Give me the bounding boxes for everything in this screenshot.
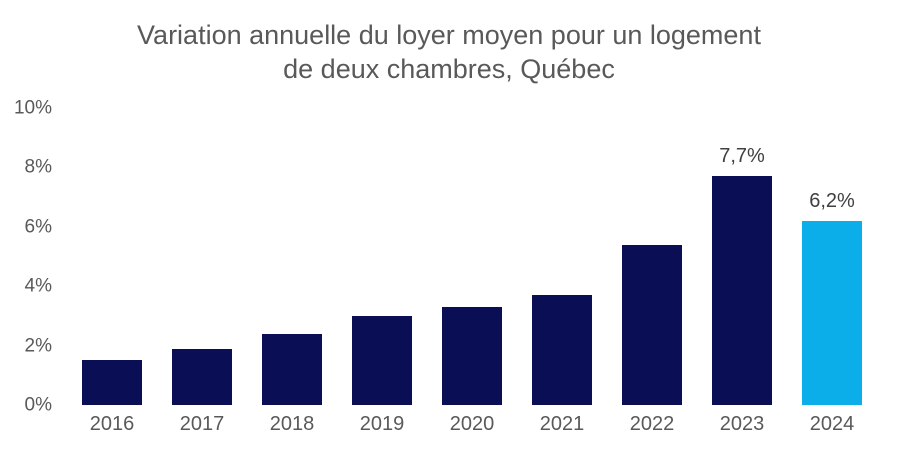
bar-2017: [172, 348, 232, 405]
chart-title: Variation annuelle du loyer moyen pour u…: [0, 18, 898, 86]
y-tick-label-10: 10%: [13, 97, 52, 119]
x-axis-label-2017: 2017: [179, 413, 225, 435]
bar-2020: [442, 306, 502, 405]
data-label-2023: 7,7%: [719, 145, 765, 168]
bar-2021: [532, 295, 592, 405]
x-axis-label-2016: 2016: [89, 413, 135, 435]
x-axis-label-2022: 2022: [629, 413, 675, 435]
x-axis-label-2018: 2018: [269, 413, 315, 435]
bar-2023: [712, 176, 772, 405]
bar-2022: [622, 244, 682, 405]
y-tick-label-4: 4%: [24, 275, 52, 297]
bar-2016: [82, 360, 142, 405]
y-tick-label-6: 6%: [24, 216, 52, 238]
chart-title-line: Variation annuelle du loyer moyen pour u…: [137, 20, 761, 50]
data-label-2024: 6,2%: [809, 189, 855, 212]
x-axis-label-2020: 2020: [449, 413, 495, 435]
y-tick-label-2: 2%: [24, 335, 52, 357]
y-tick-label-8: 8%: [24, 156, 52, 178]
bar-2018: [262, 333, 322, 405]
y-tick-label-0: 0%: [24, 394, 52, 416]
x-axis-label-2021: 2021: [539, 413, 585, 435]
x-axis-label-2019: 2019: [359, 413, 405, 435]
bar-2019: [352, 315, 412, 405]
x-axis-label-2023: 2023: [719, 413, 765, 435]
x-axis-label-2024: 2024: [809, 413, 855, 435]
chart-title-line: de deux chambres, Québec: [283, 54, 615, 84]
bar-2024: [802, 220, 862, 405]
